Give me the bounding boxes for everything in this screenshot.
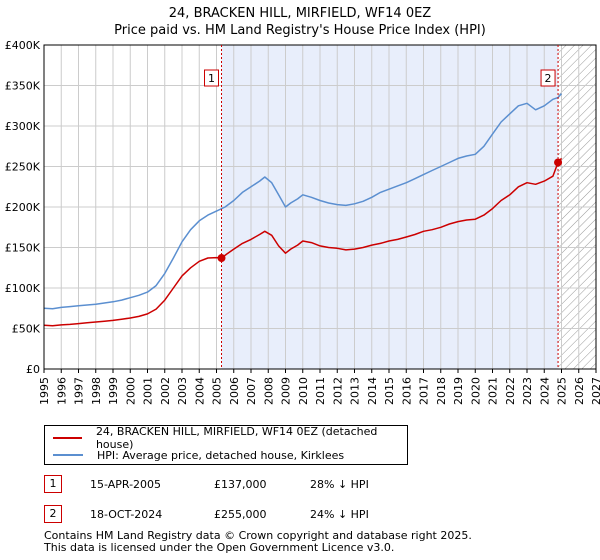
y-tick-label: £100K: [5, 282, 41, 295]
x-tick-label: 2006: [228, 377, 241, 405]
x-tick-label: 2004: [193, 377, 206, 405]
legend-item-red: 24, BRACKEN HILL, MIRFIELD, WF14 0EZ (de…: [53, 425, 407, 451]
x-tick-label: 2007: [245, 377, 258, 405]
series-line-property: [44, 157, 563, 327]
x-tick-label: 2026: [573, 377, 586, 405]
transaction-price: £255,000: [214, 508, 267, 521]
x-tick-label: 2017: [418, 377, 431, 405]
chart-title: 24, BRACKEN HILL, MIRFIELD, WF14 0EZ: [168, 6, 432, 21]
x-tick-label: 1996: [55, 377, 68, 405]
x-tick-label: 2012: [331, 377, 344, 405]
x-tick-label: 2005: [211, 377, 224, 405]
y-tick-label: £200K: [5, 201, 41, 214]
transaction-marker-box: [204, 69, 220, 87]
transaction-marker-box: [540, 69, 556, 87]
x-tick-label: 2003: [176, 377, 189, 405]
chart-subtitle: Price paid vs. HM Land Registry's House …: [114, 23, 486, 38]
x-tick-label: 1999: [107, 377, 120, 405]
table-row: 2 18-OCT-2024 £255,000 24% ↓ HPI: [44, 503, 444, 525]
x-tick-label: 2011: [314, 377, 327, 405]
footer: Contains HM Land Registry data © Crown c…: [44, 530, 472, 554]
y-tick-label: £350K: [5, 80, 41, 93]
x-tick-label: 1995: [38, 377, 51, 405]
x-tick-label: 2027: [590, 377, 600, 405]
legend-swatch-blue: [53, 454, 83, 456]
table-row: 1 15-APR-2005 £137,000 28% ↓ HPI: [44, 473, 444, 495]
price-chart: £0 £50K £100K £150K £200K £250K £300K £350K £400…: [5, 39, 600, 405]
x-tick-label: 2010: [297, 377, 310, 405]
x-tick-label: 2002: [159, 377, 172, 405]
y-tick-label: £250K: [5, 161, 41, 174]
legend: 24, BRACKEN HILL, MIRFIELD, WF14 0EZ (de…: [44, 425, 408, 465]
transaction-hpi: 28% ↓ HPI: [310, 478, 369, 491]
x-tick-label: 2019: [452, 377, 465, 405]
x-tick-label: 1998: [90, 377, 103, 405]
y-tick-label: £400K: [5, 39, 41, 52]
plot-frame: [43, 44, 597, 370]
legend-label-red: 24, BRACKEN HILL, MIRFIELD, WF14 0EZ (de…: [95, 425, 378, 451]
x-tick-label: 2021: [487, 377, 500, 405]
transaction-point: [554, 158, 563, 167]
footer-line: This data is licensed under the Open Gov…: [44, 541, 395, 554]
x-tick-label: 2024: [538, 377, 551, 405]
x-tick-label: 2023: [521, 377, 534, 405]
legend-label-blue: HPI: Average price, detached house, Kirk…: [97, 448, 345, 462]
x-tick-label: 2008: [262, 377, 275, 405]
x-tick-label: 2025: [556, 377, 569, 405]
transaction-point: [217, 254, 226, 263]
x-tick-label: 2014: [366, 377, 379, 405]
x-tick-label: 2000: [124, 377, 137, 405]
x-tick-label: 2009: [280, 377, 293, 405]
y-tick-label: £0: [26, 363, 40, 376]
transaction-badge: 2: [44, 505, 62, 523]
x-tick-label: 2013: [349, 377, 362, 405]
x-tick-label: 2015: [383, 377, 396, 405]
transaction-price: £137,000: [214, 478, 267, 491]
x-tick-label: 2022: [504, 377, 517, 405]
transaction-marker-label: 2: [545, 72, 552, 85]
transaction-badge: 1: [44, 475, 62, 493]
y-tick-label: £150K: [5, 242, 41, 255]
transaction-date: 18-OCT-2024: [90, 508, 163, 521]
x-tick-label: 2018: [435, 377, 448, 405]
transaction-hpi: 24% ↓ HPI: [310, 508, 369, 521]
y-tick-label: £300K: [5, 120, 41, 133]
y-tick-label: £50K: [12, 323, 41, 336]
legend-swatch-red: [53, 437, 82, 439]
series-line-hpi: [44, 93, 563, 310]
transaction-date: 15-APR-2005: [90, 478, 162, 491]
transaction-marker-label: 1: [208, 72, 215, 85]
x-tick-label: 2001: [142, 377, 155, 405]
footer-line: Contains HM Land Registry data © Crown c…: [44, 529, 472, 542]
x-tick-label: 1997: [73, 377, 86, 405]
x-tick-label: 2020: [469, 377, 482, 405]
x-tick-label: 2016: [400, 377, 413, 405]
legend-item-blue: HPI: Average price, detached house, Kirk…: [53, 446, 344, 464]
